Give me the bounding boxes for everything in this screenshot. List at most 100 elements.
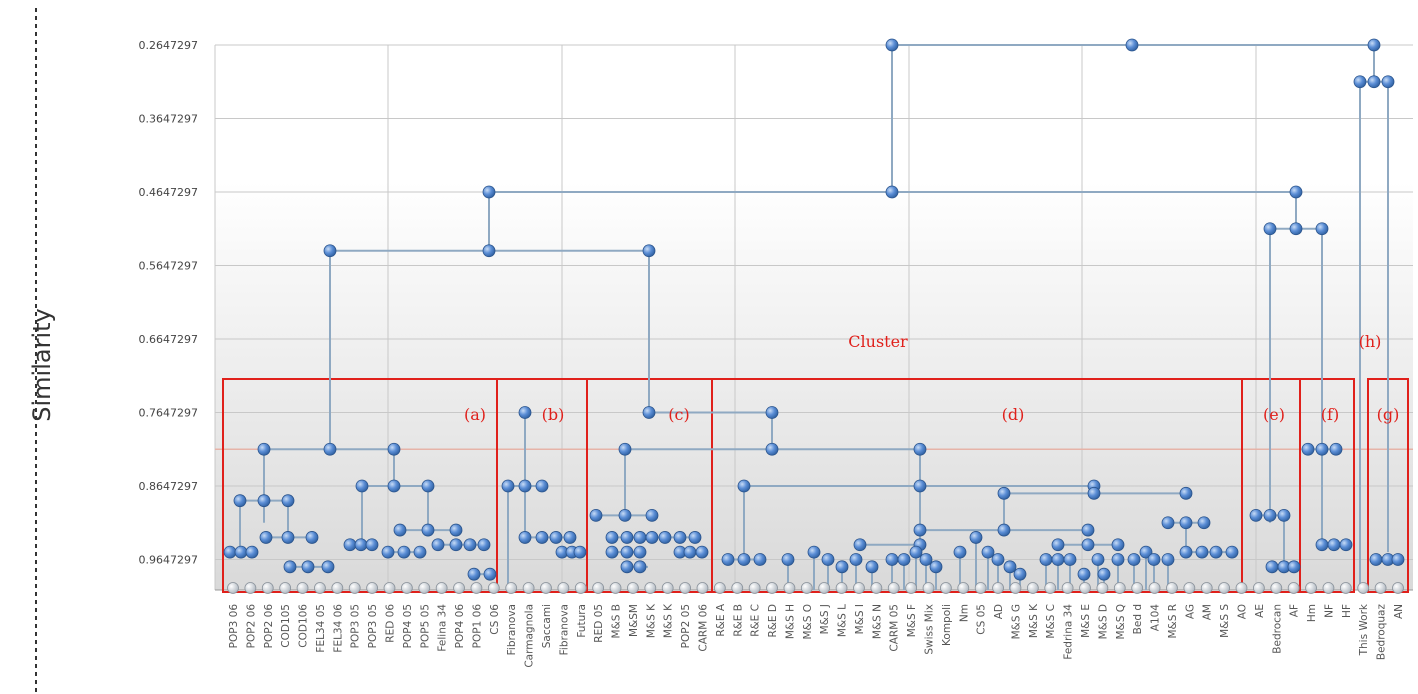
leaf-label: M&S S — [1219, 604, 1231, 638]
leaf-node — [1044, 582, 1057, 594]
merge-node — [1381, 75, 1395, 89]
y-tick-labels: 0.2647297 0.3647297 0.4647297 0.5647297 0.66… — [139, 39, 199, 567]
cluster-label: (e) — [1263, 405, 1285, 424]
leaf-node — [314, 582, 326, 594]
leaf-node — [557, 582, 570, 594]
leaf-label: CARM 06 — [697, 604, 709, 652]
leaf-node — [1287, 582, 1300, 594]
merge-node — [645, 531, 659, 544]
merge-node — [1179, 545, 1193, 559]
leaf-node — [1218, 582, 1231, 594]
cluster-label: (h) — [1359, 332, 1382, 351]
merge-node — [518, 479, 532, 493]
leaf-label: Hm — [1306, 604, 1318, 622]
leaf-label: AD — [993, 604, 1005, 619]
leaf-node — [783, 582, 796, 594]
merge-node — [1111, 538, 1125, 552]
merge-node — [421, 479, 435, 493]
leaf-label: Bedroquaz — [1376, 604, 1388, 661]
merge-node — [397, 545, 411, 559]
leaf-node — [261, 582, 274, 594]
merge-node — [897, 553, 911, 566]
merge-node — [1353, 75, 1367, 89]
leaf-label: R&E A — [715, 603, 727, 636]
leaf-label: AG — [1184, 604, 1196, 619]
leaf-label: M&S K — [645, 603, 657, 638]
leaf-nodes — [227, 582, 1404, 594]
merge-node — [323, 442, 337, 456]
leaf-node — [435, 582, 448, 594]
leaf-label: RED 06 — [384, 604, 396, 643]
merge-node — [1339, 538, 1353, 552]
merge-node — [1327, 538, 1341, 552]
leaf-node — [574, 582, 587, 594]
merge-node — [969, 531, 983, 544]
merge-node — [257, 442, 271, 456]
cluster-label: (b) — [542, 405, 565, 424]
leaf-node — [1200, 582, 1213, 594]
leaf-label: Fedrina 34 — [1063, 604, 1075, 660]
leaf-node — [1079, 582, 1091, 594]
merge-node — [1249, 508, 1263, 522]
merge-node — [781, 553, 795, 566]
gridlines — [214, 44, 1413, 591]
merge-node — [929, 560, 943, 574]
leaf-node — [957, 582, 970, 594]
leaf-labels: POP3 06 POP2 06 POP2 06 COD105 COD106 FEL34 0… — [228, 603, 1405, 668]
leaf-node — [1322, 582, 1335, 594]
y-tick-label: 0.8647297 — [139, 480, 199, 493]
leaf-label: M&S G — [1010, 604, 1022, 639]
merge-node — [1091, 553, 1105, 566]
leaf-label: M&SM — [628, 604, 640, 637]
leaf-label: M&S J — [819, 604, 831, 634]
merge-node — [1315, 538, 1329, 552]
merge-node — [463, 538, 477, 552]
leaf-label: M&S N — [871, 604, 883, 639]
merge-node — [501, 479, 515, 493]
leaf-node — [1392, 582, 1404, 594]
merge-node — [885, 553, 899, 566]
leaf-node — [1357, 582, 1370, 594]
merge-node — [807, 545, 821, 559]
merge-node — [618, 508, 632, 522]
merge-node — [1301, 442, 1315, 456]
leaf-label: M&S C — [1045, 604, 1057, 639]
merge-node — [1039, 553, 1053, 566]
merge-node — [1315, 442, 1329, 456]
merge-node — [633, 545, 647, 559]
leaf-label: M&S E — [1080, 604, 1092, 638]
merge-node — [1111, 553, 1125, 566]
leaf-label: Felina 34 — [437, 604, 449, 652]
leaf-label: AN — [1393, 604, 1405, 619]
merge-node — [1391, 553, 1405, 566]
leaf-label: M&S I — [854, 604, 866, 634]
merge-node — [658, 531, 672, 544]
leaf-node — [974, 582, 987, 594]
leaf-label: R&E C — [750, 604, 762, 637]
plot-area — [215, 45, 1413, 590]
leaf-node — [853, 582, 865, 594]
leaf-node — [835, 582, 848, 594]
merge-node — [695, 545, 709, 559]
leaf-node — [1113, 582, 1126, 594]
leaf-node — [383, 582, 396, 594]
merge-node — [381, 545, 395, 559]
merge-node — [1289, 222, 1303, 236]
leaf-label: HF — [1341, 604, 1353, 618]
leaf-node — [609, 582, 622, 594]
merge-node — [467, 567, 481, 581]
leaf-node — [1166, 582, 1178, 594]
merge-node — [573, 545, 587, 559]
merge-node — [1139, 545, 1153, 559]
merge-node — [645, 508, 659, 522]
merge-node — [1277, 508, 1291, 522]
merge-node — [991, 553, 1005, 566]
leaf-label: R&E B — [732, 604, 744, 637]
merge-node — [1195, 545, 1209, 559]
leaf-node — [296, 582, 309, 594]
leaf-label: Kompoli — [941, 604, 953, 646]
merge-node — [483, 567, 497, 581]
merge-node — [642, 244, 656, 258]
merge-node — [981, 545, 995, 559]
leaf-label: M&S H — [784, 604, 796, 639]
